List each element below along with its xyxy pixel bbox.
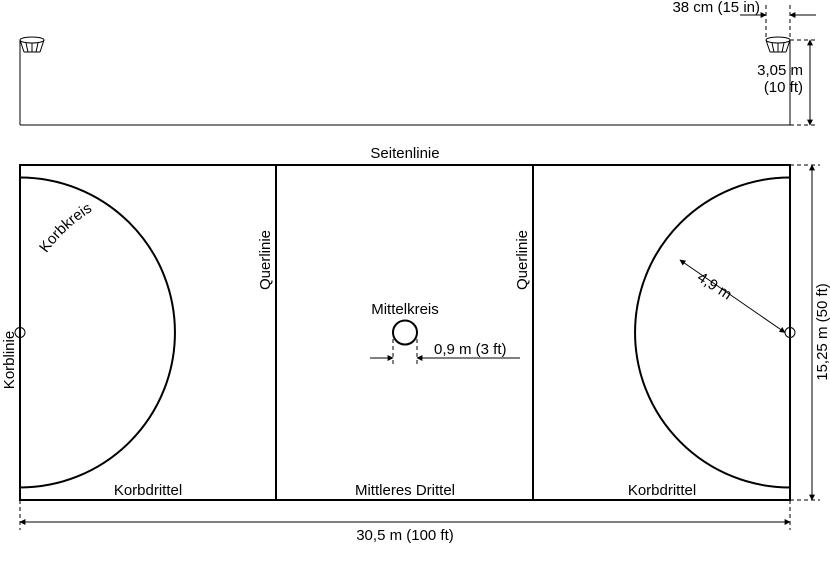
- basket-icon: [20, 37, 44, 52]
- court-length-label: 30,5 m (100 ft): [356, 527, 454, 544]
- goal-circle-radius-label: 4,9 m: [694, 269, 735, 304]
- goal-third-right-label: Korbdrittel: [628, 482, 696, 499]
- court-plan: Seitenlinie Querlinie Querlinie Korbkrei…: [1, 145, 795, 500]
- center-circle-label: Mittelkreis: [371, 301, 439, 318]
- court-width-label: 15,25 m (50 ft): [814, 283, 830, 381]
- basket-icon: [766, 37, 790, 52]
- transverse-line-label-right: Querlinie: [514, 230, 531, 290]
- goal-line-label: Korblinie: [1, 331, 18, 389]
- rim-height-label-2: (10 ft): [764, 79, 803, 96]
- goal-circle-label: Korbkreis: [36, 200, 95, 256]
- rim-height-label-1: 3,05 m: [757, 62, 803, 79]
- sideline-label: Seitenlinie: [370, 145, 439, 162]
- center-third-label: Mittleres Drittel: [355, 482, 455, 499]
- rim-overhang-label: 38 cm (15 in): [672, 0, 760, 16]
- goal-third-left-label: Korbdrittel: [114, 482, 182, 499]
- elevation-view: 38 cm (15 in) 3,05 m (10 ft): [20, 0, 818, 125]
- transverse-line-label-left: Querlinie: [257, 230, 274, 290]
- center-diameter-label: 0,9 m (3 ft): [434, 341, 507, 358]
